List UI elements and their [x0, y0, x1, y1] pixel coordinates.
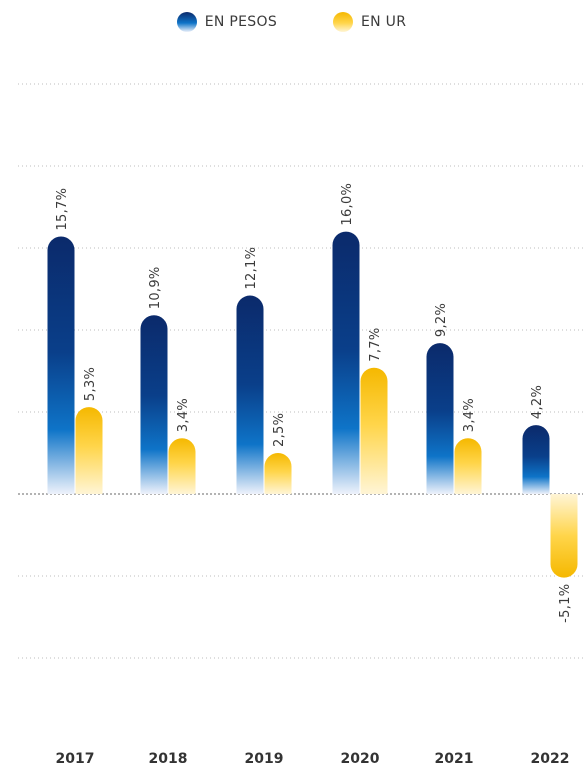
bar-group: 10,9% 3,4% 2018 [140, 266, 196, 767]
bar-ur-2021 [454, 438, 482, 494]
bar-pesos-2020 [332, 231, 360, 494]
data-label: 12,1% [244, 247, 259, 290]
bar-ur-2018 [168, 438, 196, 494]
bar-ur-2017 [75, 407, 103, 494]
x-tick-label: 2020 [341, 751, 380, 767]
bar-group: 12,1% 2,5% 2019 [236, 247, 292, 767]
bar-ur-2020 [360, 367, 388, 494]
data-label: 4,2% [530, 385, 545, 419]
legend: EN PESOS EN UR [0, 11, 583, 33]
bar-pesos-2018 [140, 315, 168, 494]
data-label: 10,9% [148, 266, 163, 309]
bar-ur-2022 [550, 494, 578, 578]
x-tick-label: 2022 [531, 751, 570, 767]
data-label: 7,7% [368, 327, 383, 361]
bar-ur-2019 [264, 453, 292, 494]
legend-label-pesos: EN PESOS [204, 14, 277, 30]
x-tick-label: 2018 [149, 751, 188, 767]
bar-pesos-2017 [47, 236, 75, 494]
legend-swatch-ur [333, 12, 353, 32]
bar-pesos-2021 [426, 343, 454, 494]
bar-pesos-2019 [236, 295, 264, 494]
gridlines [18, 83, 583, 659]
data-label: 3,4% [462, 398, 477, 432]
data-label: 15,7% [55, 188, 70, 231]
bar-group: 9,2% 3,4% 2021 [426, 303, 482, 767]
legend-swatch-pesos [176, 12, 197, 32]
data-label: 5,3% [83, 367, 98, 401]
bar-group: 15,7% 5,3% 2017 [47, 188, 103, 767]
legend-item-pesos: EN PESOS [176, 12, 277, 32]
bar-group: 4,2% -5,1% 2022 [522, 385, 578, 767]
data-label: -5,1% [558, 584, 573, 623]
bar-pesos-2022 [522, 425, 550, 494]
data-label: 16,0% [340, 183, 355, 226]
data-label: 9,2% [434, 303, 449, 337]
x-tick-label: 2017 [56, 751, 95, 767]
x-tick-label: 2021 [435, 751, 474, 767]
data-label: 3,4% [176, 398, 191, 432]
legend-item-ur: EN UR [333, 12, 406, 32]
bar-group: 16,0% 7,7% 2020 [332, 183, 388, 767]
legend-label-ur: EN UR [361, 14, 407, 30]
data-label: 2,5% [272, 413, 287, 447]
x-tick-label: 2019 [245, 751, 284, 767]
